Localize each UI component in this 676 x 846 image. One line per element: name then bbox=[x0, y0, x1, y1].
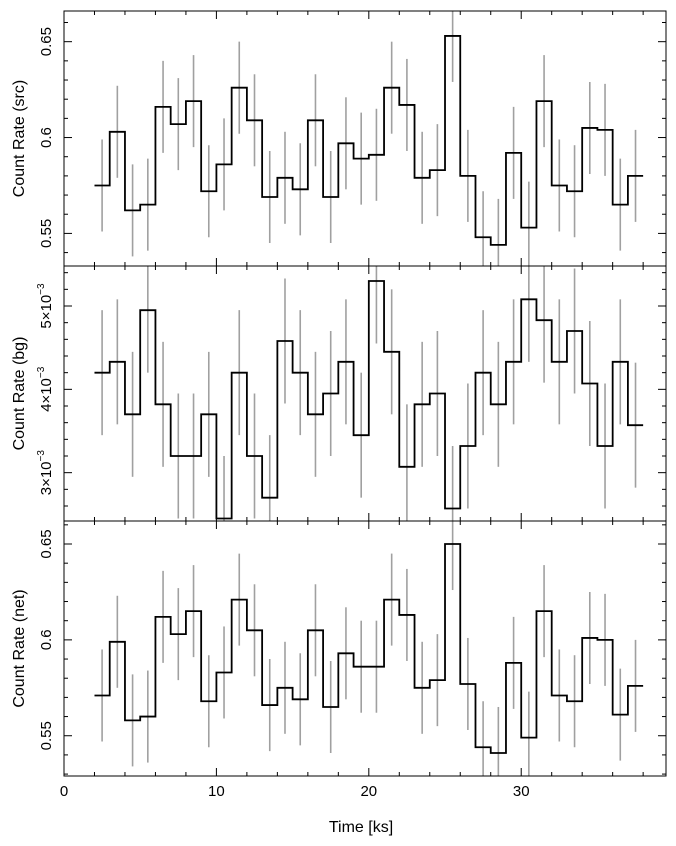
y-tick-label: 4×10−3 bbox=[36, 366, 55, 412]
step-line-series bbox=[94, 543, 644, 754]
y-tick-label: 0.6 bbox=[38, 127, 55, 148]
y-tick-label: 0.55 bbox=[38, 721, 55, 750]
y-tick-label: 5×10−3 bbox=[36, 283, 55, 329]
x-tick-label: 30 bbox=[513, 783, 530, 800]
y-tick-label-exponent: −3 bbox=[36, 366, 47, 378]
panel-1: 0.55 0.6 0.65 Count Rate (src) bbox=[11, 10, 667, 267]
x-tick-label: 0 bbox=[60, 783, 68, 800]
step-line-series bbox=[94, 35, 644, 246]
y-axis-label: Count Rate (bg) bbox=[11, 337, 28, 451]
y-tick-label: 0.55 bbox=[38, 219, 55, 248]
y-tick-label-exponent: −3 bbox=[36, 283, 47, 295]
y-axis-label: Count Rate (net) bbox=[11, 589, 28, 707]
panel-frame bbox=[63, 520, 667, 777]
step-line-series bbox=[94, 280, 644, 520]
y-tick-label: 0.65 bbox=[38, 27, 55, 56]
x-tick-label: 10 bbox=[208, 783, 225, 800]
panel-frame bbox=[63, 265, 667, 522]
y-tick-label: 3×10−3 bbox=[36, 450, 55, 496]
y-axis-label: Count Rate (src) bbox=[11, 80, 28, 197]
y-tick-label-exponent: −3 bbox=[36, 450, 47, 462]
x-tick-label: 20 bbox=[360, 783, 377, 800]
panel-frame bbox=[63, 10, 667, 267]
y-tick-label: 0.6 bbox=[38, 629, 55, 650]
x-axis-label: Time [ks] bbox=[329, 819, 393, 836]
panel-3: 0.55 0.6 0.65 Count Rate (net) 0 10 20 30 bbox=[11, 520, 667, 800]
y-tick-label-base: 3×10 bbox=[38, 461, 55, 495]
y-tick-label-base: 4×10 bbox=[38, 378, 55, 412]
y-tick-label-base: 5×10 bbox=[38, 295, 55, 329]
y-tick-label: 0.65 bbox=[38, 529, 55, 558]
